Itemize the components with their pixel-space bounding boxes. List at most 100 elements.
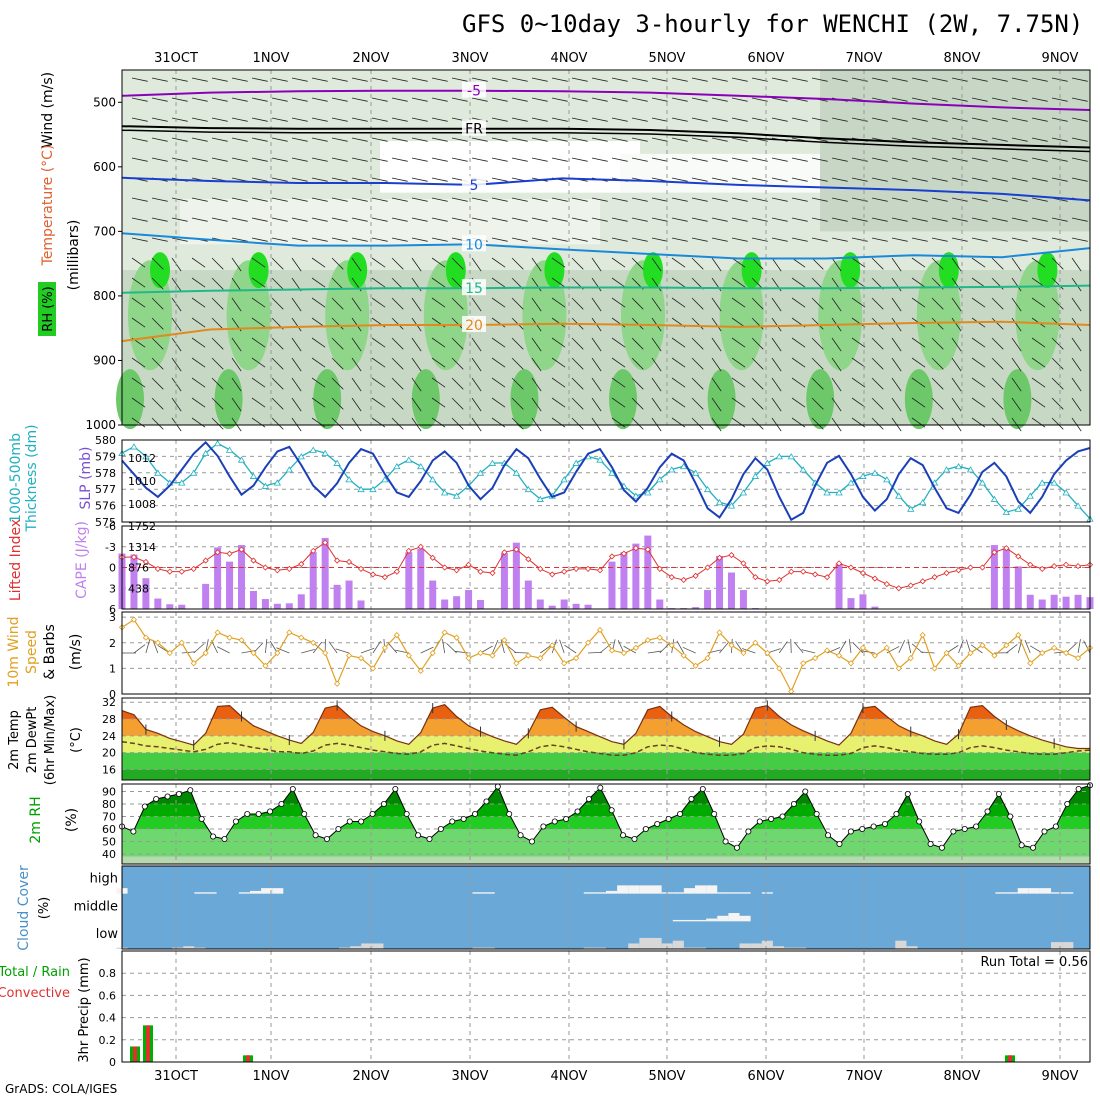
rh-marker [551, 818, 558, 825]
wind-barb [391, 77, 408, 82]
rh-marker [153, 796, 160, 803]
wind-barb [331, 197, 348, 202]
wind-barb [571, 77, 588, 82]
wind-barb [991, 197, 1008, 202]
thickness-tick-label: 580 [95, 434, 116, 447]
wind-barb [491, 117, 508, 122]
wind-barb [211, 357, 224, 370]
wind-barb [291, 197, 308, 202]
middle-cloud-bar [672, 919, 684, 922]
cape-bar [632, 543, 640, 609]
isotherm-label-bg [462, 81, 486, 98]
cape-bar [990, 545, 998, 609]
wind-barb [831, 397, 842, 412]
wind-barb [751, 397, 764, 410]
wind-barb [971, 117, 988, 122]
wind-barb [231, 297, 242, 312]
lifted-index-marker [835, 560, 843, 567]
lifted-index-marker [190, 565, 197, 572]
rh-shade [643, 252, 663, 289]
wind-barb [411, 337, 422, 352]
wind-speed-marker [608, 647, 616, 654]
wind-barb [480, 645, 493, 654]
wind-barb [191, 397, 206, 408]
precip-tick-label: 0.8 [99, 967, 117, 980]
wind-barb [151, 97, 168, 102]
wind-barb [271, 257, 284, 270]
wind-barb [651, 117, 668, 122]
wind-barb [591, 377, 602, 392]
wind-barb [531, 137, 548, 142]
wind-speed-marker [345, 652, 353, 659]
wind-barb [971, 157, 988, 162]
wind-barb [531, 157, 548, 162]
wind-barb [1011, 197, 1028, 202]
wind-barb [351, 157, 368, 162]
cape-bar [859, 594, 867, 609]
rh-marker [733, 844, 740, 851]
cape-bar [429, 580, 437, 609]
wind-barb [231, 117, 248, 122]
temp-band [122, 769, 1090, 780]
wind-barb [771, 237, 788, 242]
wind-barb [1051, 137, 1068, 142]
thickness-tick-label: 576 [95, 500, 116, 513]
wind-barb [891, 117, 908, 122]
wind-barb [771, 77, 788, 82]
rh-band [122, 816, 1090, 829]
wind-barb [1051, 297, 1064, 310]
wind-barb [1011, 77, 1028, 82]
wind-barb [251, 377, 266, 388]
wind-barb [1006, 644, 1018, 654]
wind-barb [1071, 297, 1082, 312]
wind-barb [851, 117, 868, 122]
wind-barb [171, 257, 182, 272]
wind-barb [731, 177, 748, 182]
thickness-marker [1026, 492, 1034, 499]
wind-barb [691, 177, 708, 182]
lifted-index-marker [895, 585, 902, 592]
wind-barb [171, 337, 182, 352]
lifted-index-marker [465, 561, 472, 568]
wind-barb [831, 337, 842, 352]
wind-barb [711, 117, 728, 122]
wind-barb [211, 417, 224, 430]
isotherm-line [121, 320, 1091, 343]
wind-barb [811, 397, 824, 410]
wind-barb [991, 377, 1004, 390]
wind-barb [391, 397, 404, 410]
wind-barb [1065, 643, 1077, 654]
wind-barb [611, 317, 626, 328]
isotherm-label-bg [462, 175, 486, 192]
wind-barb [731, 257, 746, 268]
wind-barb [1051, 417, 1064, 430]
low-cloud-bar [172, 947, 184, 949]
wind-barb [671, 357, 686, 368]
high-cloud-bar [617, 885, 629, 894]
wind-barb [411, 397, 422, 412]
isotherm-label-bg [462, 119, 486, 136]
wind-barb [1071, 337, 1082, 352]
lifted-index-marker [130, 554, 138, 561]
lifted-index-marker [824, 574, 831, 581]
wind-speed-marker [525, 652, 532, 659]
wind-barb [731, 117, 748, 122]
wind-barb [891, 77, 908, 82]
lifted-index-marker [979, 564, 986, 571]
lifted-index-marker [812, 571, 819, 578]
wind-barb [351, 257, 362, 272]
wind-barb [351, 97, 368, 102]
wind-barb [711, 177, 728, 182]
thickness-marker [381, 476, 389, 483]
wind-barb [271, 277, 284, 290]
wind-barb [991, 137, 1008, 142]
wind-speed-marker [226, 634, 233, 641]
wind-barb [891, 177, 908, 182]
wind-barb [311, 197, 328, 202]
rh-shade [510, 369, 539, 430]
wind-barb [551, 237, 568, 242]
rh-marker [677, 811, 684, 818]
wind-barb [751, 297, 764, 310]
rh-shade [609, 369, 637, 430]
wind-barb [831, 237, 848, 242]
